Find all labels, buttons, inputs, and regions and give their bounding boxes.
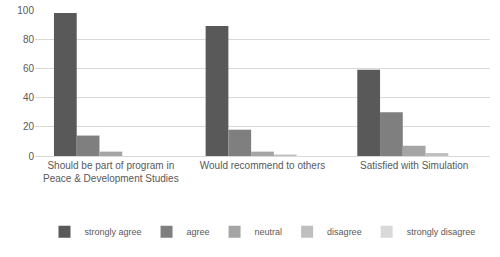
svg-text:disagree: disagree [327,227,362,237]
svg-text:agree: agree [187,227,210,237]
svg-text:strongly agree: strongly agree [85,227,142,237]
svg-text:40: 40 [23,92,35,103]
svg-text:neutral: neutral [255,227,283,237]
svg-text:20: 20 [23,121,35,132]
svg-text:Would recommend to others: Would recommend to others [200,160,325,171]
svg-text:80: 80 [23,34,35,45]
svg-text:100: 100 [17,5,34,16]
svg-text:Should be part of program inPe: Should be part of program inPeace & Deve… [43,160,179,184]
svg-text:Satisfied with Simulation: Satisfied with Simulation [360,160,468,171]
svg-text:0: 0 [28,151,34,162]
svg-text:strongly disagree: strongly disagree [407,227,476,237]
svg-text:60: 60 [23,63,35,74]
